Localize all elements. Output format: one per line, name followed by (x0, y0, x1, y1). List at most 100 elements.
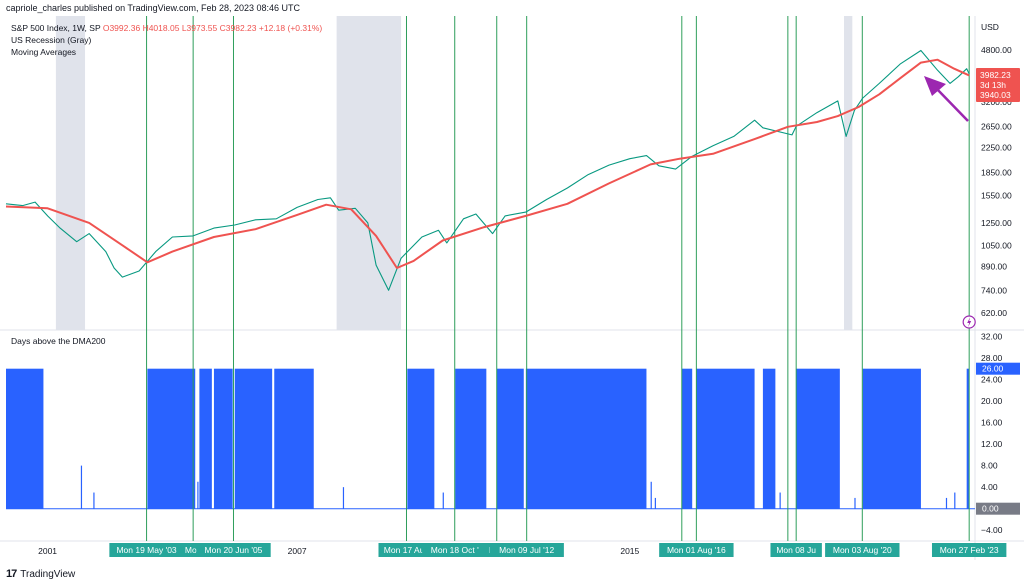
indicator-bar-block (762, 368, 776, 509)
signal-date-label: Mon 03 Aug '20 (833, 545, 892, 555)
indicator-bar (342, 487, 345, 509)
ma-badge-value: 3940.03 (980, 90, 1011, 100)
indicator-bar (80, 465, 83, 509)
indicator-bar-block (455, 368, 487, 509)
signal-date-label-bg (931, 543, 1007, 557)
indicator-bar-block (966, 368, 970, 509)
lightning-bolt-icon (967, 317, 972, 327)
signal-date-label-bg (109, 543, 184, 557)
indicator-tick-label: 20.00 (981, 396, 1003, 406)
brand-name: TradingView (20, 568, 76, 580)
indicator-bar-block (525, 368, 647, 509)
indicator-bar (93, 492, 95, 509)
open-value: O3992.36 (102, 23, 141, 33)
price-badge-price: 3982.23 (980, 70, 1011, 80)
publisher-header: capriole_charles published on TradingVie… (6, 3, 301, 13)
signal-date-label-bg (770, 543, 822, 557)
indicator-tick-label: 12.00 (981, 439, 1003, 449)
signal-date-label-bg (825, 543, 900, 557)
indicator-bar-block (199, 368, 212, 509)
indicator-bar (197, 481, 199, 509)
signal-date-label-bg (489, 543, 564, 557)
signal-date-label: Mon 09 Jul '12 (499, 545, 554, 555)
price-badge-countdown: 3d 13h (980, 80, 1006, 90)
indicator-bar-block (147, 368, 196, 509)
indicator-bar-block (796, 368, 840, 509)
low-value: L3973.55 (181, 23, 218, 33)
indicator-badge (976, 362, 1020, 375)
indicator-bar (442, 492, 444, 509)
arrow-shaft (935, 87, 969, 122)
indicator-tick-label: 4.00 (981, 482, 998, 492)
signal-date-label-bg (196, 543, 271, 557)
indicator-bar-block (234, 368, 273, 509)
indicator-bar-block (213, 368, 233, 509)
signal-date-label-bg (659, 543, 734, 557)
recession-band (336, 16, 402, 330)
arrow-head-icon (924, 76, 946, 96)
change-value: +12.18 (+0.31%) (258, 23, 323, 33)
signal-date-label: Mon 18 Oct ' (431, 545, 479, 555)
indicator-bar-block (6, 368, 44, 509)
close-value: C3982.23 (219, 23, 257, 33)
indicator-bar-block (274, 368, 314, 509)
currency-label: USD (981, 22, 999, 32)
recession-band (55, 16, 86, 330)
indicator-tick-label: 32.00 (981, 331, 1003, 341)
signal-date-label: Mon 08 Ju (776, 545, 816, 555)
indicator-badge-value: 26.00 (982, 364, 1004, 374)
signal-date-label: Mon (185, 545, 202, 555)
signal-date-label-bg (422, 543, 488, 557)
price-tick-label: 2250.00 (981, 142, 1012, 152)
indicator-bar (954, 492, 956, 509)
price-tick-label: 1250.00 (981, 218, 1012, 228)
signal-date-label-bg (378, 543, 435, 557)
time-tick-label: 2007 (288, 546, 307, 556)
price-tick-label: 2650.00 (981, 121, 1012, 131)
signal-date-label: Mon 17 Aug (384, 545, 430, 555)
indicator-tick-label: −4.00 (981, 525, 1003, 535)
price-tick-label: 1550.00 (981, 190, 1012, 200)
indicator-bar-block (496, 368, 524, 509)
signal-date-label: Mon 20 Jun '05 (205, 545, 263, 555)
indicator-bar-block (862, 368, 921, 509)
zero-badge-value: 0.00 (982, 504, 999, 514)
indicator-bar-block (696, 368, 755, 509)
indicator-tick-label: 24.00 (981, 374, 1003, 384)
recession-band (843, 16, 853, 330)
price-badge (976, 68, 1020, 102)
time-tick-label: 2001 (38, 546, 57, 556)
indicator-bar (779, 492, 781, 509)
price-tick-label: 620.00 (981, 308, 1007, 318)
indicator-bar (945, 497, 948, 509)
moving-average-line (5, 58, 970, 269)
high-value: H4018.05 (142, 23, 180, 33)
footer-brand: 17 TradingView (6, 568, 75, 580)
indicator-tick-label: 16.00 (981, 418, 1003, 428)
tradingview-logo-icon: 17 (6, 568, 17, 580)
symbol-label[interactable]: S&P 500 Index, 1W, SP (11, 23, 101, 33)
time-tick-label: 2015 (620, 546, 639, 556)
recession-legend[interactable]: US Recession (Gray) (11, 35, 92, 45)
price-tick-label: 3200.00 (981, 97, 1012, 107)
indicator-bar (854, 497, 856, 509)
indicator-legend[interactable]: Days above the DMA200 (11, 336, 106, 346)
indicator-bar (650, 481, 652, 509)
signal-date-label: Mon 27 Feb '23 (940, 545, 999, 555)
price-line (5, 49, 970, 291)
zero-badge (976, 502, 1020, 515)
signal-date-label: Mon 19 May '03 (116, 545, 176, 555)
price-tick-label: 890.00 (981, 262, 1007, 272)
indicator-bar-block (407, 368, 435, 509)
indicator-bar (654, 497, 656, 509)
moving-average-legend[interactable]: Moving Averages (11, 47, 77, 57)
price-tick-label: 740.00 (981, 285, 1007, 295)
signal-date-label: Mon 01 Aug '16 (667, 545, 726, 555)
indicator-tick-label: 8.00 (981, 461, 998, 471)
price-tick-label: 1050.00 (981, 240, 1012, 250)
indicator-bar-block (681, 368, 693, 509)
chart-legend: S&P 500 Index, 1W, SP O3992.36 H4018.05 … (11, 22, 322, 58)
price-tick-label: 4800.00 (981, 45, 1012, 55)
price-tick-label: 1850.00 (981, 168, 1012, 178)
